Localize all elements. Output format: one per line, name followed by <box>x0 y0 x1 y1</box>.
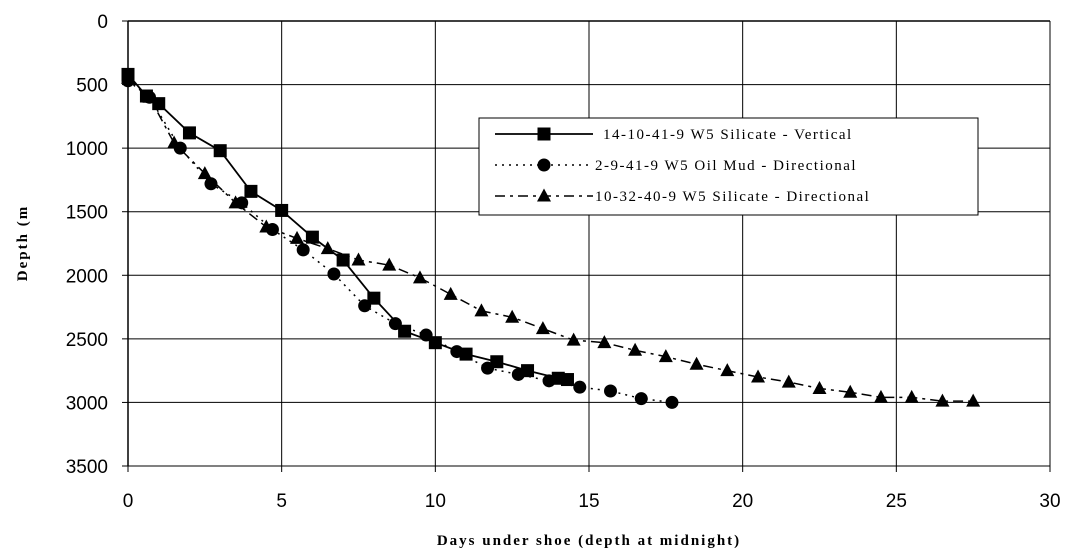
x-tick-label: 25 <box>886 491 907 512</box>
triangle-marker <box>873 389 888 403</box>
circle-marker <box>573 380 587 394</box>
x-tick-label: 5 <box>276 491 287 512</box>
triangle-marker <box>935 393 950 407</box>
triangle-marker <box>320 241 335 255</box>
legend: 14-10-41-9 W5 Silicate - Vertical 2-9-41-… <box>478 117 979 216</box>
triangle-marker <box>751 369 766 383</box>
square-marker <box>182 126 196 140</box>
x-tick-label: 15 <box>578 491 599 512</box>
triangle-marker <box>412 270 427 284</box>
triangle-marker <box>443 286 458 300</box>
triangle-marker <box>290 230 305 244</box>
square-marker <box>244 184 258 198</box>
triangle-marker <box>167 135 182 149</box>
circle-marker <box>481 361 495 375</box>
triangle-marker <box>720 363 735 377</box>
triangle-marker <box>535 321 550 335</box>
y-tick-label: 1000 <box>66 139 108 160</box>
y-tick-label: 3000 <box>66 393 108 414</box>
circle-marker <box>419 328 433 342</box>
legend-label: 10-32-40-9 W5 Silicate - Directional <box>595 189 870 205</box>
y-tick-label: 2500 <box>66 330 108 351</box>
triangle-marker <box>843 384 858 398</box>
legend-entry: 2-9-41-9 W5 Oil Mud - Directional <box>495 158 857 174</box>
y-axis-ticks: 0 500 1000 1500 2000 2500 3000 3500 <box>66 12 128 478</box>
square-marker <box>213 144 227 158</box>
triangle-marker <box>812 380 827 394</box>
series-line <box>127 77 974 402</box>
x-tick-label: 30 <box>1039 491 1060 512</box>
y-tick-label: 500 <box>76 76 108 97</box>
legend-label: 14-10-41-9 W5 Silicate - Vertical <box>603 127 853 143</box>
y-tick-label: 1500 <box>66 203 108 224</box>
x-tick-label: 20 <box>732 491 753 512</box>
legend-entry: 10-32-40-9 W5 Silicate - Directional <box>495 188 870 205</box>
triangle-marker <box>142 89 157 103</box>
square-marker <box>537 127 551 141</box>
x-tick-label: 0 <box>123 491 134 512</box>
triangle-marker <box>689 356 704 370</box>
triangle-marker <box>197 166 212 180</box>
circle-marker <box>296 243 310 257</box>
series-3 <box>121 70 981 407</box>
legend-label: 2-9-41-9 W5 Oil Mud - Directional <box>595 158 857 174</box>
circle-marker <box>604 384 618 398</box>
triangle-marker <box>628 342 643 356</box>
series-1 <box>121 67 574 387</box>
square-marker <box>490 355 504 369</box>
triangle-marker <box>121 70 135 84</box>
triangle-marker <box>505 309 520 323</box>
triangle-marker <box>537 188 551 202</box>
y-tick-label: 0 <box>97 12 108 33</box>
triangle-marker <box>904 389 919 403</box>
square-marker <box>275 203 289 217</box>
circle-marker <box>542 374 556 388</box>
circle-marker <box>634 392 648 406</box>
triangle-marker <box>658 349 673 363</box>
data-series <box>121 67 981 409</box>
triangle-marker <box>597 335 612 349</box>
triangle-marker <box>228 195 243 209</box>
y-axis-title: Depth (m <box>15 205 31 281</box>
circle-marker <box>511 367 525 381</box>
triangle-marker <box>382 257 397 271</box>
square-marker <box>428 336 442 350</box>
circle-marker <box>537 158 551 172</box>
circle-marker <box>450 345 464 359</box>
triangle-marker <box>351 252 366 266</box>
y-tick-label: 3500 <box>66 457 108 478</box>
legend-entry: 14-10-41-9 W5 Silicate - Vertical <box>495 127 853 143</box>
triangle-marker <box>966 393 981 407</box>
square-marker <box>305 230 319 244</box>
triangle-marker <box>781 374 796 388</box>
triangle-marker <box>566 332 581 346</box>
circle-marker <box>388 317 402 331</box>
circle-marker <box>204 177 218 191</box>
x-axis-title: Days under shoe (depth at midnight) <box>437 533 741 549</box>
circle-marker <box>665 395 679 409</box>
x-axis-ticks: 0 5 10 15 20 25 30 <box>123 466 1061 512</box>
circle-marker <box>358 299 372 313</box>
triangle-marker <box>259 219 274 233</box>
triangle-marker <box>474 303 489 317</box>
circle-marker <box>327 267 341 281</box>
square-marker <box>367 291 381 305</box>
square-marker <box>336 253 350 267</box>
x-tick-label: 10 <box>425 491 446 512</box>
square-marker <box>560 373 574 387</box>
y-tick-label: 2000 <box>66 266 108 287</box>
